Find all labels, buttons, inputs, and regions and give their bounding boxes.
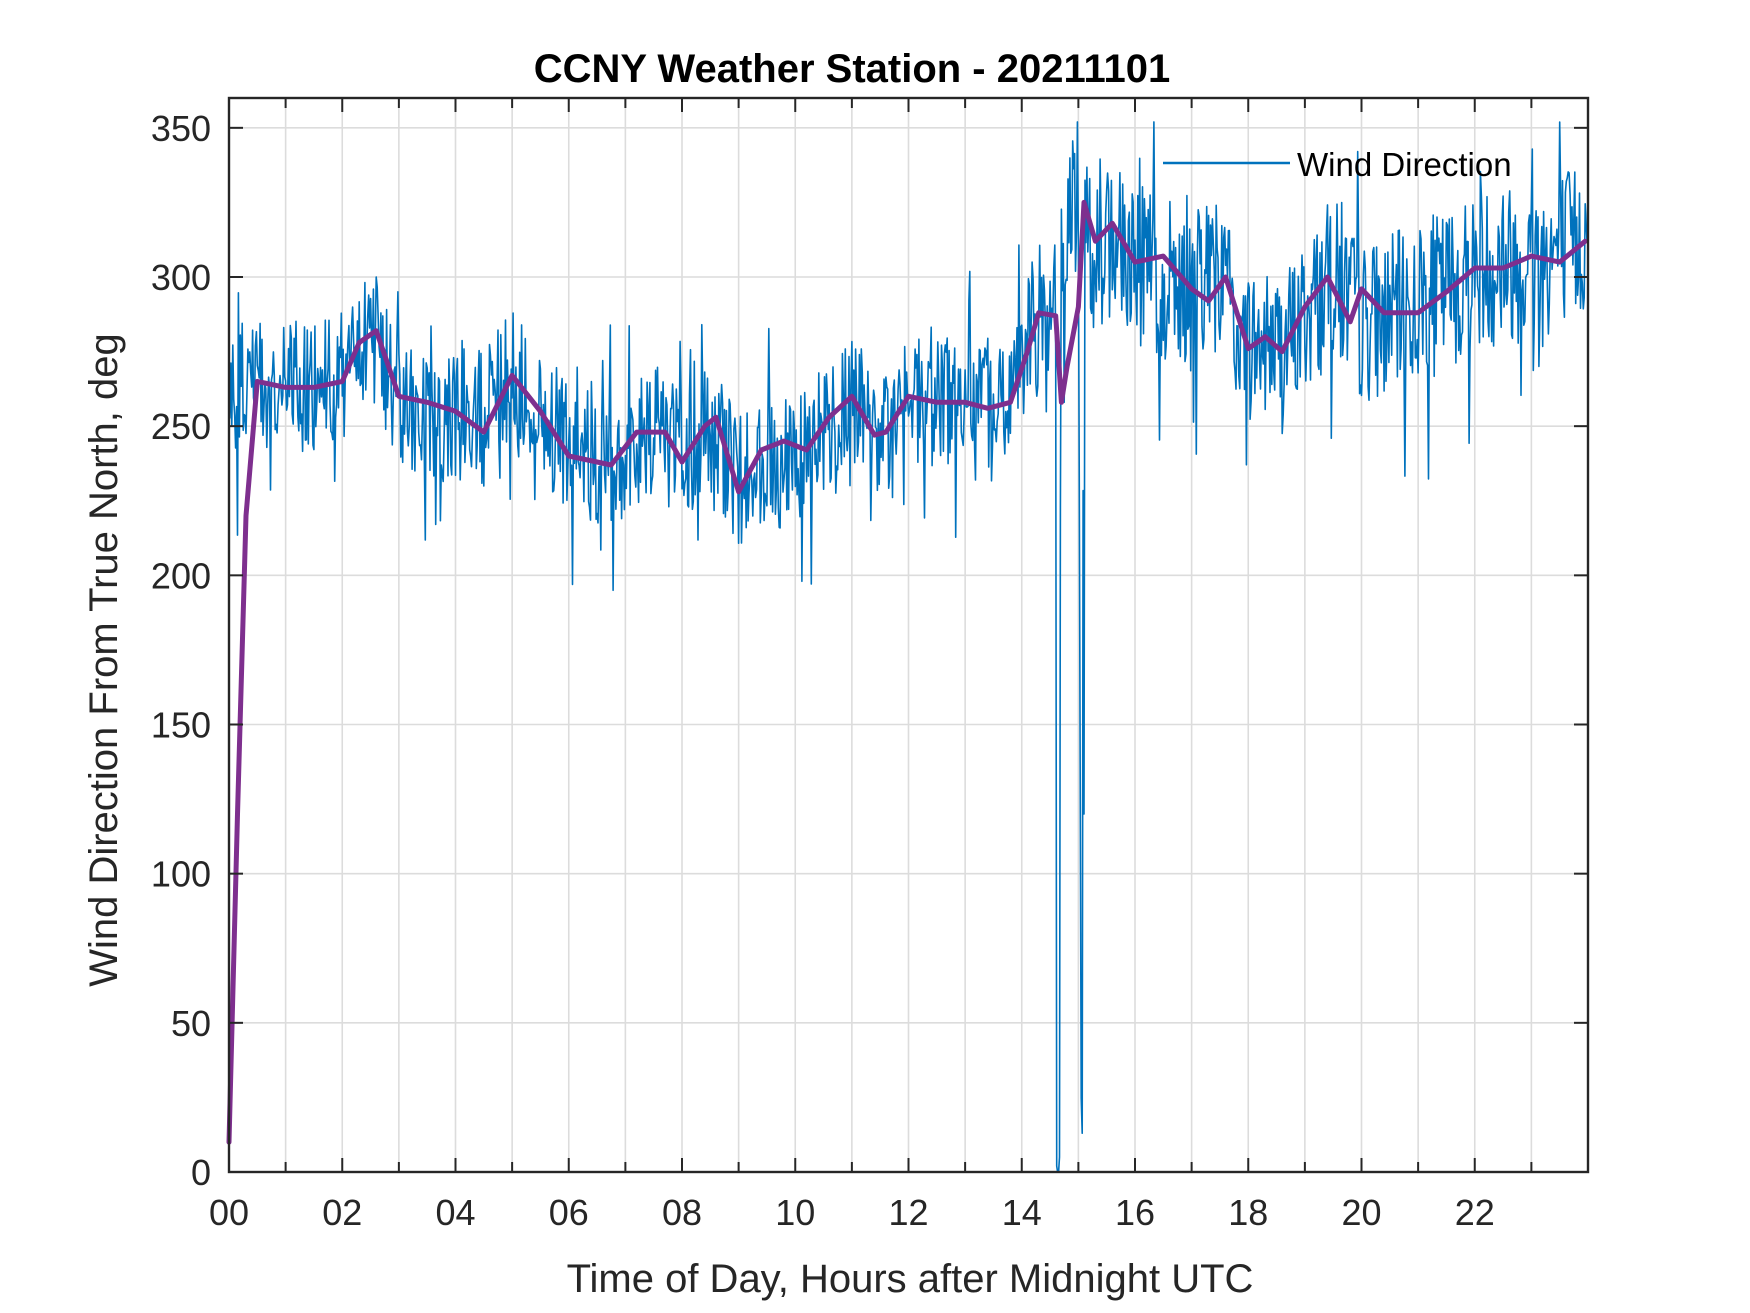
y-axis-label: Wind Direction From True North, deg [82,333,126,987]
x-tick-label: 08 [662,1192,702,1233]
x-tick-label: 16 [1115,1192,1155,1233]
x-tick-label: 02 [322,1192,362,1233]
x-tick-label: 18 [1228,1192,1268,1233]
y-tick-label: 150 [151,705,211,746]
y-tick-label: 300 [151,257,211,298]
x-tick-label: 00 [209,1192,249,1233]
y-tick-label: 200 [151,555,211,596]
y-tick-label: 350 [151,108,211,149]
legend: Wind Direction [1163,146,1512,183]
axis-ticks [229,98,1588,1173]
grid-lines [229,98,1588,1172]
x-tick-label: 20 [1341,1192,1381,1233]
y-tick-labels: 0 50 100 150 200 250 300 350 [151,108,211,1193]
wind-direction-line [228,121,1588,1173]
series-wind-direction [228,121,1588,1173]
x-tick-labels: 00 02 04 06 08 10 12 14 16 18 20 22 [209,1192,1495,1233]
legend-label-wind-direction: Wind Direction [1297,146,1512,183]
x-tick-label: 12 [888,1192,928,1233]
x-tick-label: 04 [435,1192,475,1233]
y-tick-label: 0 [191,1152,211,1193]
series-moving-average [226,199,1588,1145]
x-tick-label: 06 [549,1192,589,1233]
y-tick-label: 50 [171,1003,211,1044]
x-tick-label: 14 [1002,1192,1042,1233]
y-tick-label: 100 [151,854,211,895]
x-axis-label: Time of Day, Hours after Midnight UTC [567,1257,1254,1301]
x-tick-label: 22 [1455,1192,1495,1233]
y-tick-label: 250 [151,406,211,447]
x-tick-label: 10 [775,1192,815,1233]
chart-title: CCNY Weather Station - 20211101 [534,47,1171,91]
moving-average-line [226,199,1588,1145]
